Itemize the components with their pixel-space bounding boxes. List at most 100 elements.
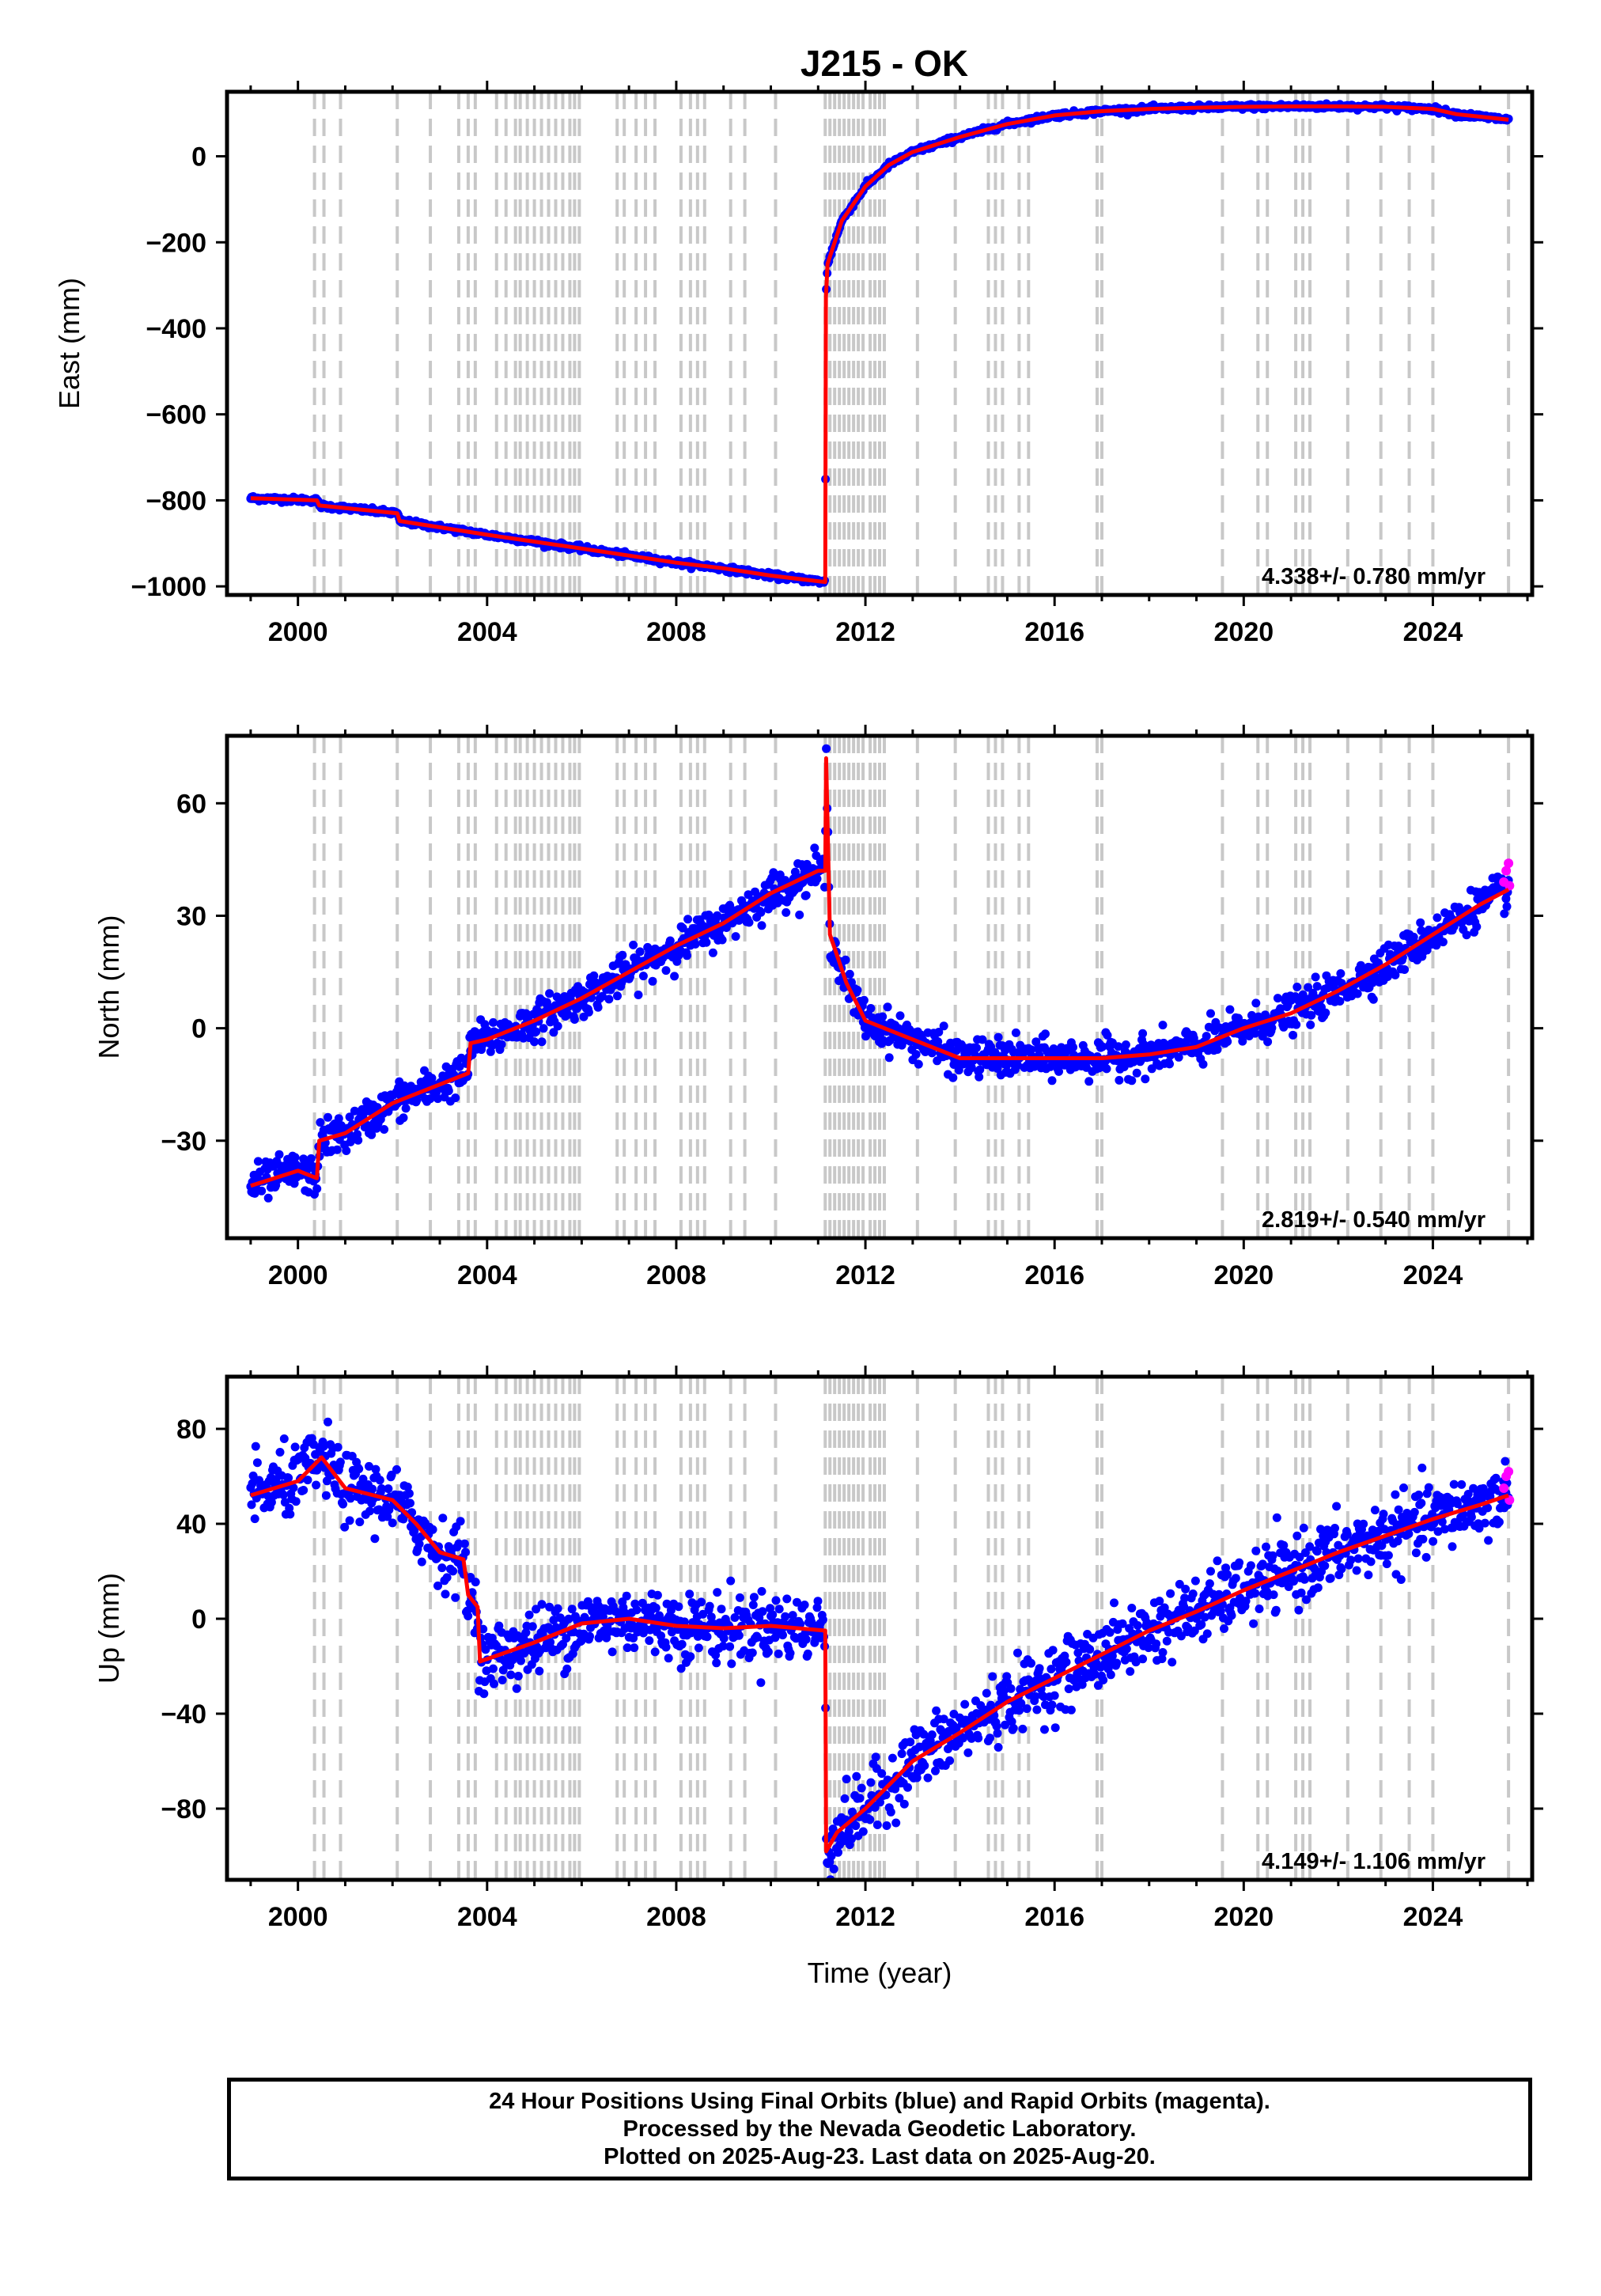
data-point xyxy=(1316,1525,1325,1534)
data-point xyxy=(433,1581,442,1590)
data-point xyxy=(796,1620,805,1629)
data-point xyxy=(1391,970,1400,979)
data-point xyxy=(1469,1483,1478,1493)
plot-frame xyxy=(225,89,1535,597)
data-point xyxy=(252,1458,262,1468)
data-point xyxy=(1500,909,1509,919)
data-point xyxy=(1326,1574,1335,1583)
data-point xyxy=(1429,1536,1438,1546)
data-point xyxy=(464,1612,473,1620)
data-point xyxy=(1346,1555,1356,1565)
data-point xyxy=(1246,1561,1255,1570)
velocity-rate-label: 4.338+/- 0.780 mm/yr xyxy=(1262,564,1486,589)
data-point xyxy=(1418,1534,1428,1544)
y-tick-label: −40 xyxy=(161,1699,206,1730)
data-point xyxy=(670,972,679,981)
data-point xyxy=(1502,902,1512,911)
data-point xyxy=(906,1737,915,1747)
data-point xyxy=(248,1479,257,1488)
data-point xyxy=(749,1593,759,1602)
y-tick-label: 40 xyxy=(176,1510,206,1540)
data-point xyxy=(768,1610,778,1620)
data-point xyxy=(593,1002,603,1012)
model-fit-line xyxy=(250,104,1509,585)
data-point xyxy=(456,1517,465,1526)
data-point xyxy=(251,1442,260,1451)
data-point xyxy=(1223,1037,1232,1046)
data-point xyxy=(1206,1567,1215,1576)
data-point xyxy=(1133,1621,1142,1630)
data-point xyxy=(524,1610,534,1620)
data-point xyxy=(332,1145,342,1154)
data-point xyxy=(623,1643,632,1653)
data-point xyxy=(597,991,607,1001)
data-point xyxy=(335,1457,345,1467)
data-point xyxy=(1279,1540,1289,1550)
x-tick-label: 2008 xyxy=(646,1260,706,1290)
x-tick-label: 2004 xyxy=(457,1902,517,1932)
data-point xyxy=(549,1616,558,1625)
data-point xyxy=(1483,1503,1493,1513)
data-point xyxy=(1190,1576,1200,1586)
data-point xyxy=(840,1794,850,1803)
data-point xyxy=(489,1664,498,1673)
data-point xyxy=(1031,1692,1040,1701)
data-point xyxy=(748,1601,758,1609)
data-point xyxy=(1404,1529,1414,1539)
data-point xyxy=(713,911,722,920)
data-point xyxy=(810,843,819,853)
data-point xyxy=(257,1186,267,1195)
data-point xyxy=(1099,1676,1108,1684)
data-point xyxy=(1054,1067,1063,1076)
data-point xyxy=(553,1021,562,1031)
data-point xyxy=(1102,1064,1111,1074)
data-point xyxy=(638,1598,647,1608)
y-axis-label: North (mm) xyxy=(93,915,125,1059)
x-axis-label: Time (year) xyxy=(808,1957,952,1989)
data-point xyxy=(1273,994,1282,1003)
data-point xyxy=(1396,1575,1406,1584)
data-point xyxy=(607,1647,617,1657)
data-point xyxy=(406,1498,414,1508)
data-point xyxy=(433,1094,442,1104)
data-point xyxy=(774,1605,784,1614)
data-point xyxy=(482,1666,491,1676)
data-point xyxy=(358,1474,368,1483)
data-point xyxy=(1221,1563,1231,1573)
data-point xyxy=(546,1638,555,1647)
data-point xyxy=(585,1631,594,1641)
data-point xyxy=(1157,1654,1167,1664)
data-point xyxy=(1255,1605,1264,1613)
data-point xyxy=(1457,1480,1467,1489)
data-point xyxy=(528,1622,537,1631)
data-point xyxy=(877,1769,887,1779)
x-tick-label: 2020 xyxy=(1214,1260,1274,1290)
data-point xyxy=(927,1048,937,1058)
data-point xyxy=(340,1522,350,1532)
data-point xyxy=(1165,1059,1174,1069)
data-point xyxy=(694,1643,703,1653)
data-point xyxy=(1305,1542,1315,1552)
data-point xyxy=(702,938,711,947)
data-point xyxy=(1251,1589,1260,1598)
data-point xyxy=(286,1510,295,1519)
data-point xyxy=(512,1684,521,1693)
data-point xyxy=(888,1753,897,1763)
data-point xyxy=(506,1670,516,1680)
data-point xyxy=(1077,1680,1087,1689)
data-point xyxy=(1299,1523,1308,1533)
data-point xyxy=(1463,1490,1473,1498)
data-point xyxy=(1269,1590,1278,1600)
data-point xyxy=(756,1678,766,1688)
data-point xyxy=(289,1483,298,1492)
data-point xyxy=(878,1012,888,1021)
data-point xyxy=(859,995,869,1005)
data-point xyxy=(1030,1062,1039,1071)
data-point xyxy=(428,1525,437,1534)
y-tick-label: 0 xyxy=(191,1605,206,1635)
data-point xyxy=(267,1498,276,1507)
data-point xyxy=(1262,1542,1270,1552)
data-point xyxy=(1041,1029,1050,1039)
data-point xyxy=(1353,989,1362,998)
data-point xyxy=(1452,1499,1462,1509)
